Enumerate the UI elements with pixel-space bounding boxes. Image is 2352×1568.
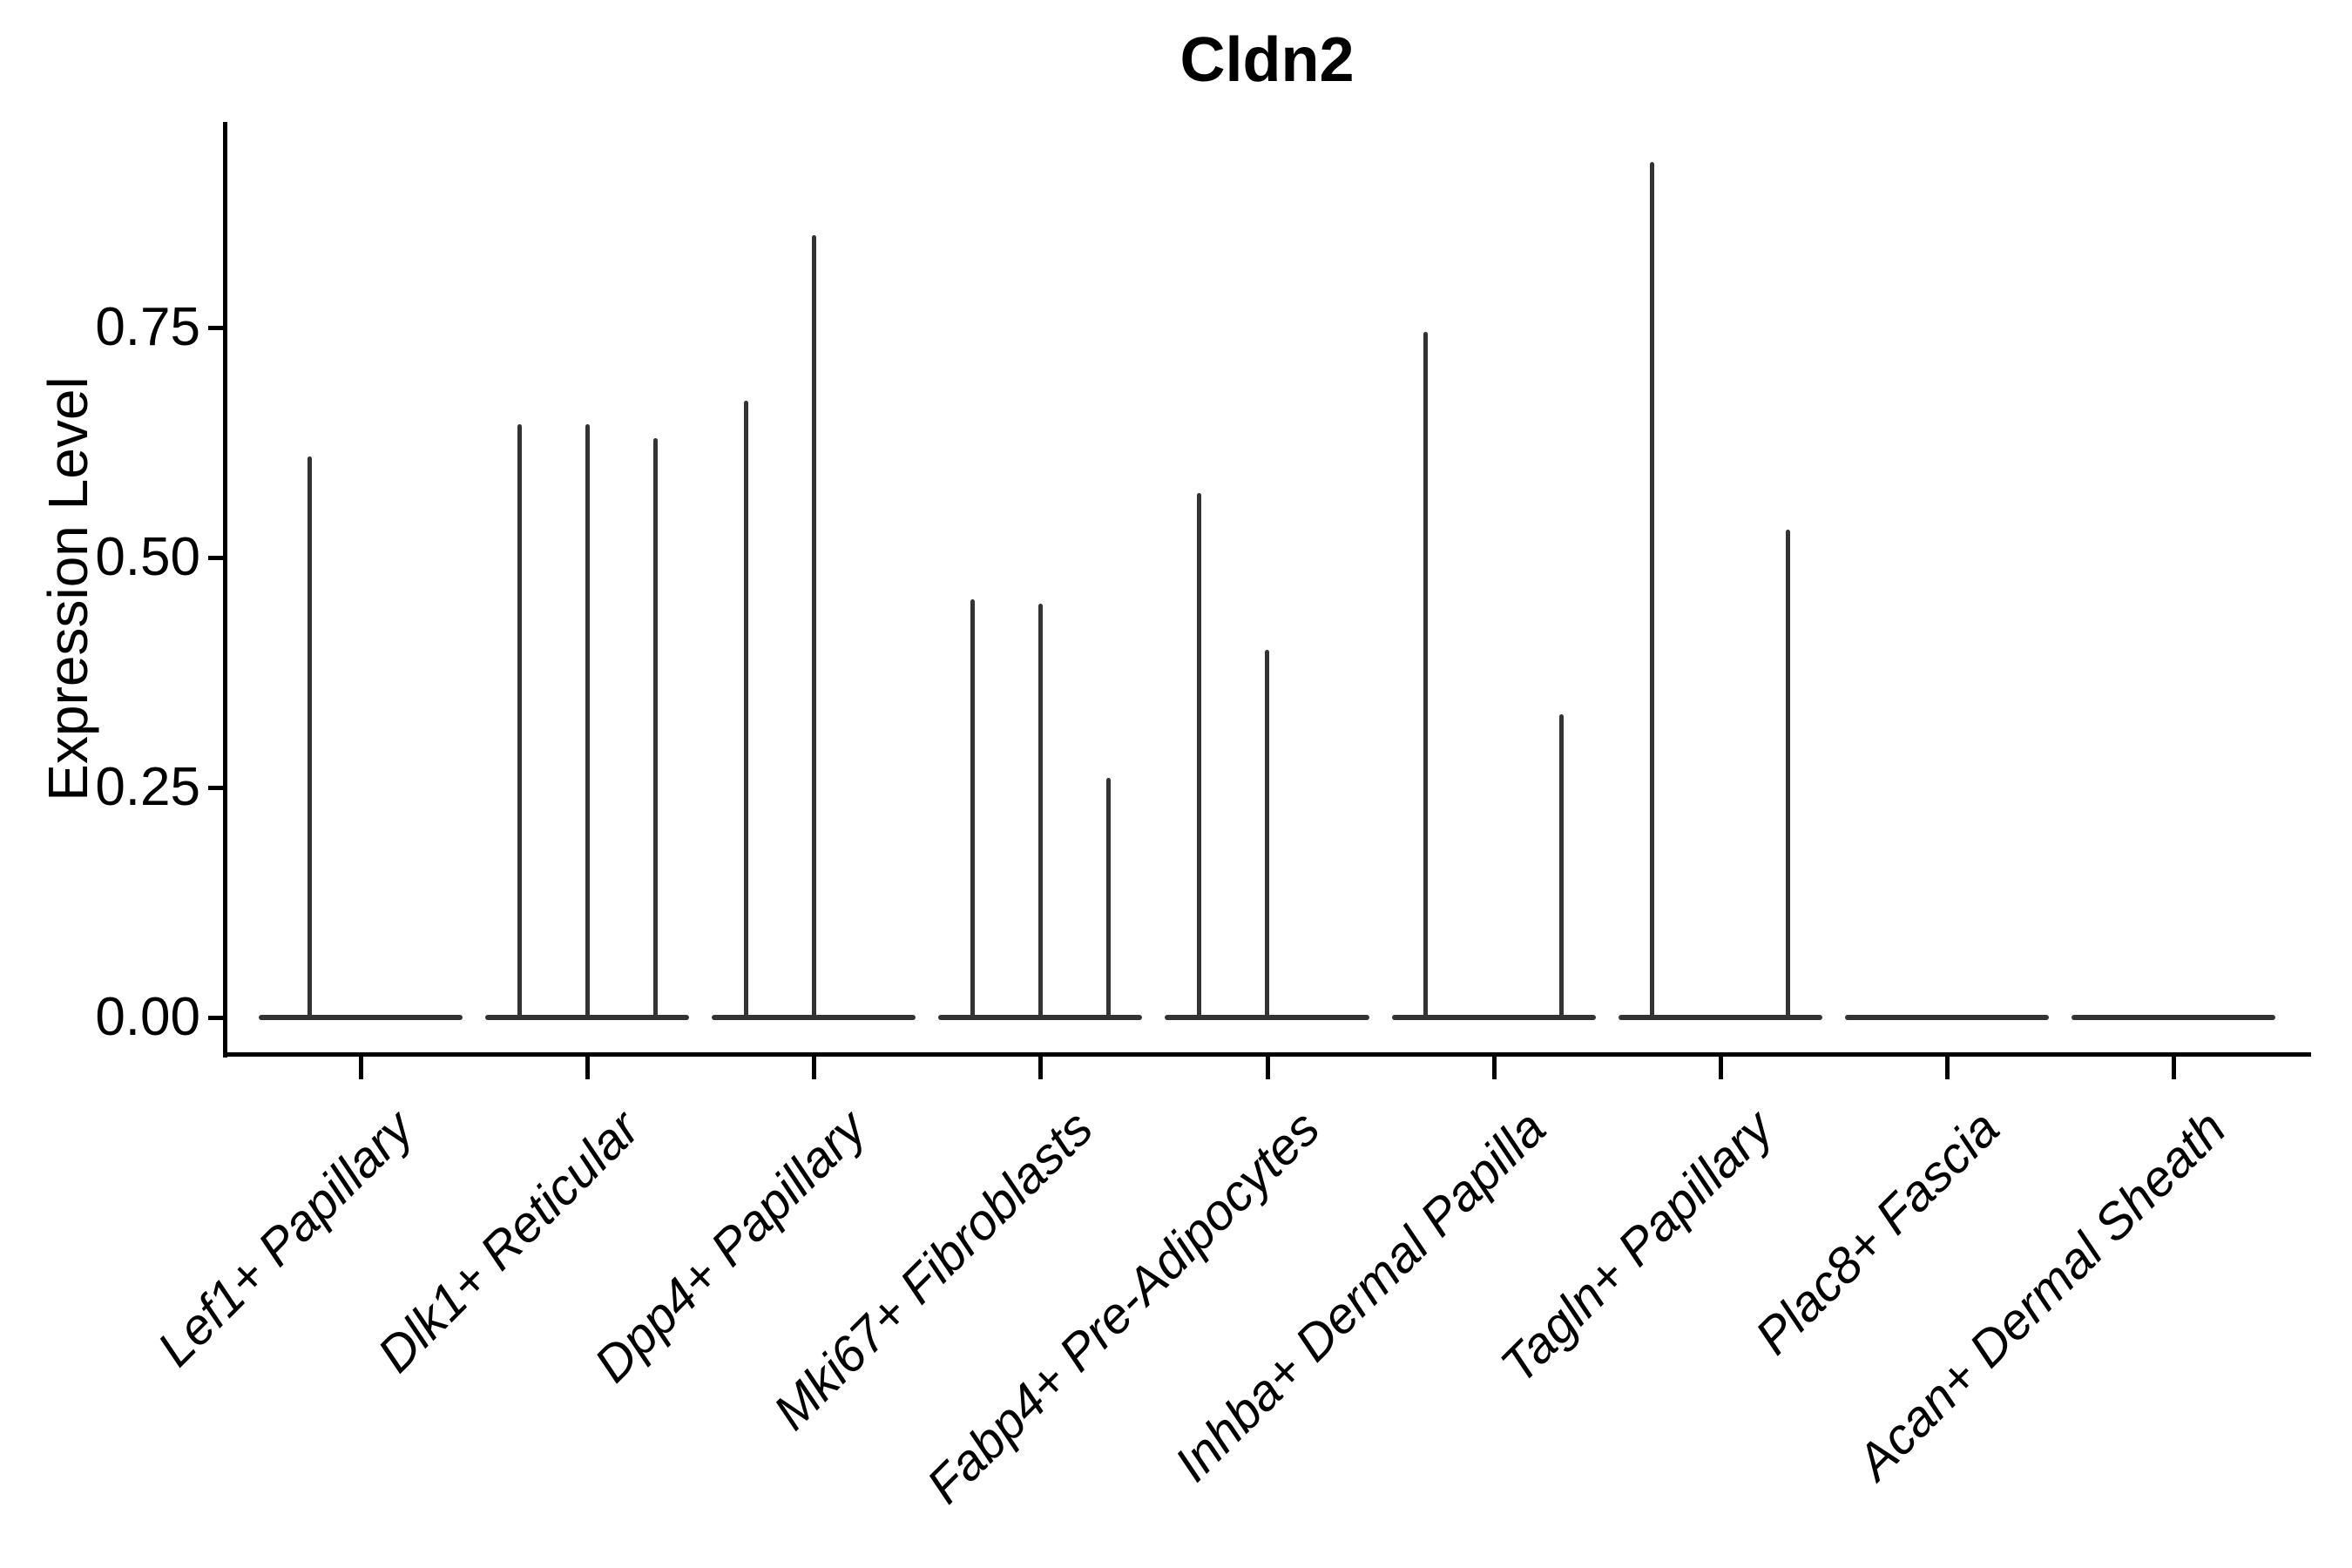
x-axis-tick [2171, 1057, 2176, 1079]
x-tick-label: Acan+ Dermal Sheath [1846, 1099, 2237, 1490]
x-axis-tick [1265, 1057, 1270, 1079]
violin-spike [1559, 713, 1565, 1019]
x-tick-label: Inhba+ Dermal Papilla [1164, 1099, 1558, 1493]
violin-spike [1105, 778, 1111, 1019]
violin-spike [1786, 530, 1791, 1019]
violin-spike [1196, 493, 1201, 1019]
plot-panel: 0.00 0.25 0.50 0.75 Lef1+ Papillary Dlk1+ Ret… [95, 122, 2311, 1514]
violin-spike [585, 423, 590, 1019]
violin-spike [743, 401, 748, 1019]
violin-baseline [1844, 1015, 2049, 1020]
violin-baseline [1618, 1015, 1822, 1020]
violin-spike [1650, 161, 1655, 1019]
y-tick-label: 0.00 [95, 987, 200, 1047]
y-tick-label: 0.50 [95, 527, 200, 587]
x-axis-tick [1944, 1057, 1950, 1079]
x-axis-tick [1491, 1057, 1497, 1079]
violin-baseline [1391, 1015, 1596, 1020]
violin-spike [1265, 649, 1269, 1019]
y-axis-tick [208, 556, 223, 560]
x-axis-tick [812, 1057, 817, 1079]
x-axis-tick [1038, 1057, 1044, 1079]
violin-spike [308, 456, 313, 1019]
violin-spike [811, 235, 816, 1019]
y-axis-tick [208, 1016, 223, 1020]
violin-spike [970, 598, 975, 1019]
x-axis-line [223, 1052, 2311, 1057]
violin-spike [517, 423, 522, 1019]
x-axis-tick [1718, 1057, 1723, 1079]
violin-spike [1423, 332, 1429, 1019]
x-axis-tick [359, 1057, 364, 1079]
plot-title: Cldn2 [1179, 25, 1355, 95]
x-tick-label: Fabp4+ Pre-Adipocytes [916, 1099, 1331, 1515]
y-axis-tick [208, 786, 223, 790]
x-axis-tick [585, 1057, 591, 1079]
violin-spike [652, 437, 658, 1019]
y-axis-tick [208, 326, 223, 330]
violin-baseline [2071, 1015, 2275, 1020]
y-axis-line [223, 122, 227, 1058]
violin-baseline [259, 1015, 463, 1020]
y-tick-label: 0.25 [95, 757, 200, 817]
y-tick-label: 0.75 [95, 297, 200, 357]
violin-spike [1037, 603, 1043, 1019]
